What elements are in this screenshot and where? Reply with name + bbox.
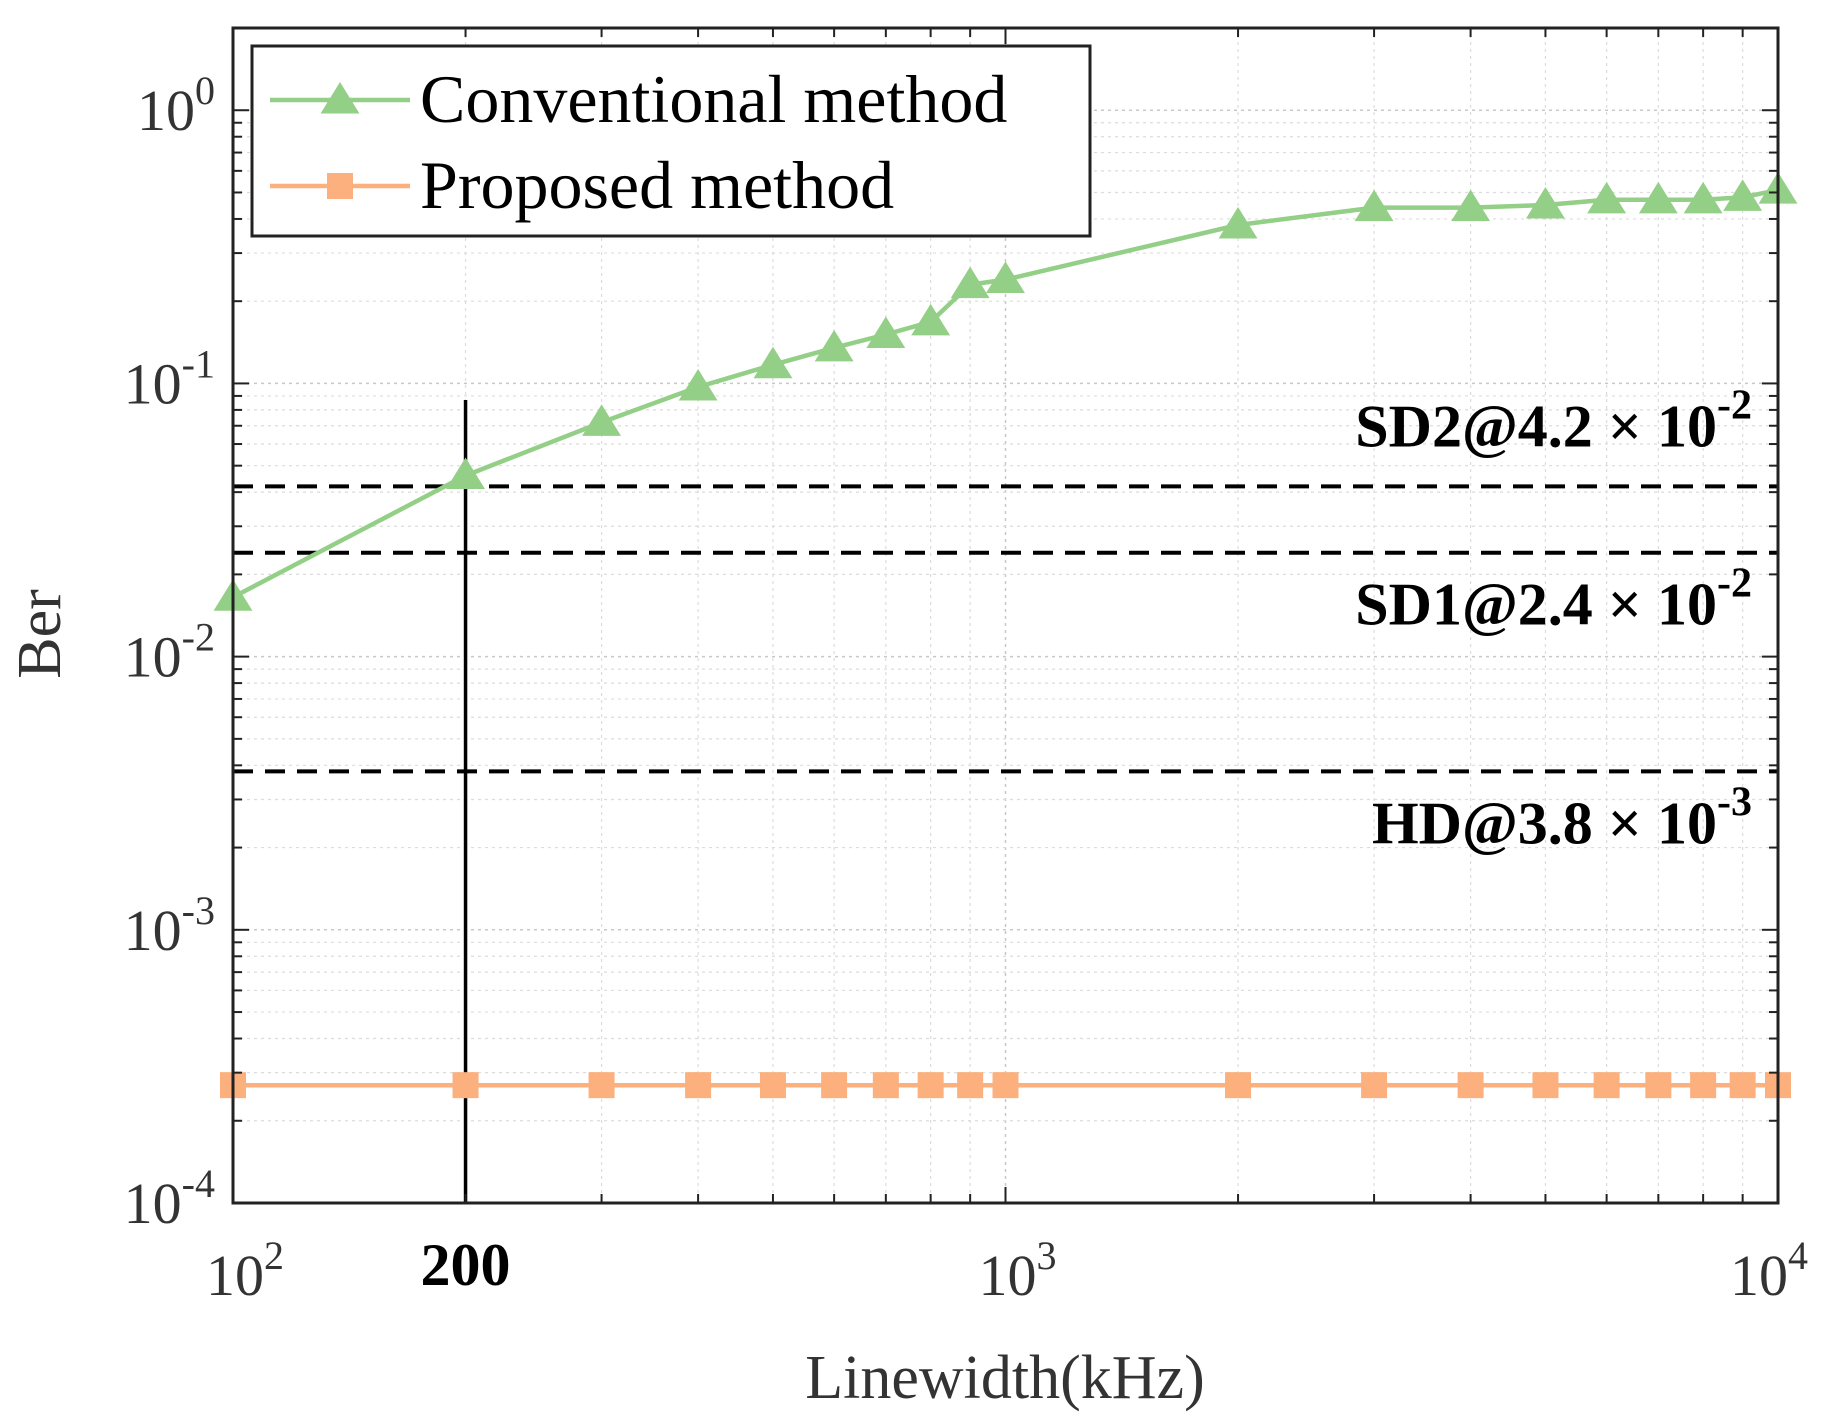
triangle-marker	[866, 316, 906, 349]
square-marker	[1729, 1072, 1756, 1099]
threshold-lines	[233, 484, 1778, 774]
tick-label-base: 10	[124, 625, 182, 690]
square-marker	[821, 1072, 848, 1099]
threshold-label-exponent: -2	[1717, 382, 1752, 428]
threshold-label-exponent: -3	[1717, 779, 1752, 825]
axes-frame	[231, 26, 1780, 1205]
threshold-label-main: HD@3.8 × 10	[1372, 790, 1717, 856]
tick-label-exponent: -3	[182, 888, 215, 933]
tick-label-exponent: -1	[182, 341, 215, 386]
legend-triangle-marker	[320, 82, 360, 114]
triangle-marker	[1587, 181, 1627, 214]
square-marker	[872, 1072, 899, 1099]
triangle-marker	[950, 266, 990, 299]
triangle-marker	[1683, 181, 1723, 214]
triangle-marker	[753, 346, 793, 379]
y-tick-label: 10-3	[124, 888, 215, 963]
square-marker	[759, 1072, 786, 1099]
triangle-marker	[582, 404, 622, 436]
square-marker	[1361, 1072, 1388, 1099]
legend-box	[250, 44, 1092, 238]
triangle-marker	[1218, 207, 1258, 239]
x-axis-title: Linewidth(kHz)	[805, 1344, 1204, 1412]
square-marker	[1457, 1072, 1484, 1099]
square-marker	[588, 1072, 615, 1099]
y-tick-label: 10-2	[124, 615, 215, 690]
square-marker	[452, 1072, 479, 1099]
tick-label-base: 10	[206, 1243, 264, 1308]
tick-label-exponent: 2	[264, 1233, 284, 1278]
tick-label-base: 10	[979, 1243, 1037, 1308]
tick-label-base: 10	[124, 1171, 182, 1236]
threshold-label: SD2@4.2 × 10-2	[1355, 382, 1752, 459]
y-tick-label: 10-4	[124, 1161, 215, 1236]
triangle-marker	[1526, 186, 1565, 219]
triangle-marker	[1638, 181, 1678, 214]
square-marker	[1593, 1072, 1620, 1099]
tick-label-exponent: 3	[1037, 1233, 1057, 1278]
tick-label-exponent: 4	[1788, 1233, 1808, 1278]
triangle-marker	[1451, 189, 1491, 222]
threshold-label-exponent: -2	[1717, 561, 1752, 607]
tick-label-base: 10	[124, 351, 182, 416]
threshold-label-main: SD1@2.4 × 10	[1355, 572, 1717, 638]
tick-label-base: 10	[1730, 1243, 1788, 1308]
threshold-label: HD@3.8 × 10-3	[1372, 779, 1752, 856]
threshold-label-main: SD2@4.2 × 10	[1355, 393, 1717, 459]
legend-label: Proposed method	[420, 147, 894, 223]
x-tick-label: 102	[206, 1233, 284, 1308]
tick-label-exponent: -4	[182, 1161, 215, 1206]
triangle-marker	[986, 261, 1025, 294]
triangle-marker	[678, 369, 718, 401]
triangle-marker	[1723, 179, 1763, 211]
triangle-marker	[911, 303, 951, 336]
triangle-marker	[1354, 189, 1394, 222]
legend: Conventional method Proposed method	[250, 44, 1092, 238]
tick-label-exponent: -2	[182, 615, 215, 660]
triangle-marker	[814, 329, 854, 362]
square-marker	[992, 1072, 1019, 1099]
tick-label-base: 10	[137, 78, 195, 143]
square-marker	[1225, 1072, 1252, 1099]
x-highlight-tick-label: 200	[421, 1232, 511, 1298]
y-tick-label: 100	[137, 68, 215, 143]
legend-square-marker	[327, 173, 353, 199]
tick-label-base: 10	[124, 898, 182, 963]
y-tick-label: 10-1	[124, 341, 215, 416]
square-marker	[685, 1072, 712, 1099]
square-marker	[1690, 1072, 1717, 1099]
tick-label-exponent: 0	[195, 68, 215, 113]
legend-label: Conventional method	[420, 61, 1007, 137]
square-marker	[1645, 1072, 1672, 1099]
x-tick-label: 104	[1730, 1233, 1808, 1308]
threshold-label: SD1@2.4 × 10-2	[1355, 561, 1752, 638]
square-marker	[917, 1072, 944, 1099]
x-tick-label: 103	[979, 1233, 1057, 1308]
square-marker	[957, 1072, 984, 1099]
y-axis-title: Ber	[6, 589, 74, 679]
square-marker	[1532, 1072, 1559, 1099]
triangle-marker	[446, 457, 485, 490]
